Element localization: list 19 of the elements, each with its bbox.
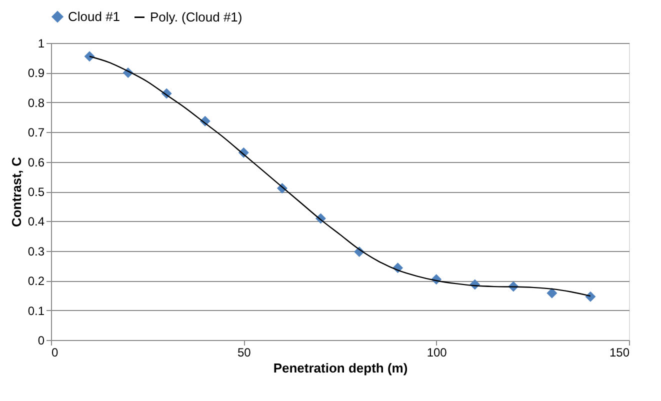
y-tick-label: 0.2 <box>28 274 45 288</box>
x-axis-title: Penetration depth (m) <box>273 360 408 376</box>
x-tick-label: 100 <box>426 346 448 360</box>
y-tick-label: 0.7 <box>28 126 45 140</box>
y-tick-label: 0.4 <box>28 214 45 229</box>
y-tick-label: 0 <box>38 334 45 348</box>
legend-label: Poly. (Cloud #1) <box>150 9 242 24</box>
y-tick-label: 1 <box>38 36 45 50</box>
y-tick-label: 0.5 <box>28 185 45 199</box>
y-tick-label: 0.3 <box>28 244 45 258</box>
y-tick-label: 0.8 <box>28 96 45 110</box>
x-tick-label: 150 <box>609 346 630 360</box>
y-tick-label: 0.1 <box>28 304 45 318</box>
x-tick-label: 0 <box>52 346 58 360</box>
y-axis-title: Contrast, C <box>8 156 24 228</box>
y-tick-label: 0.6 <box>28 155 45 170</box>
x-tick-label: 50 <box>237 346 252 360</box>
legend-label: Cloud #1 <box>68 8 120 24</box>
y-tick-label: 0.9 <box>28 66 45 80</box>
